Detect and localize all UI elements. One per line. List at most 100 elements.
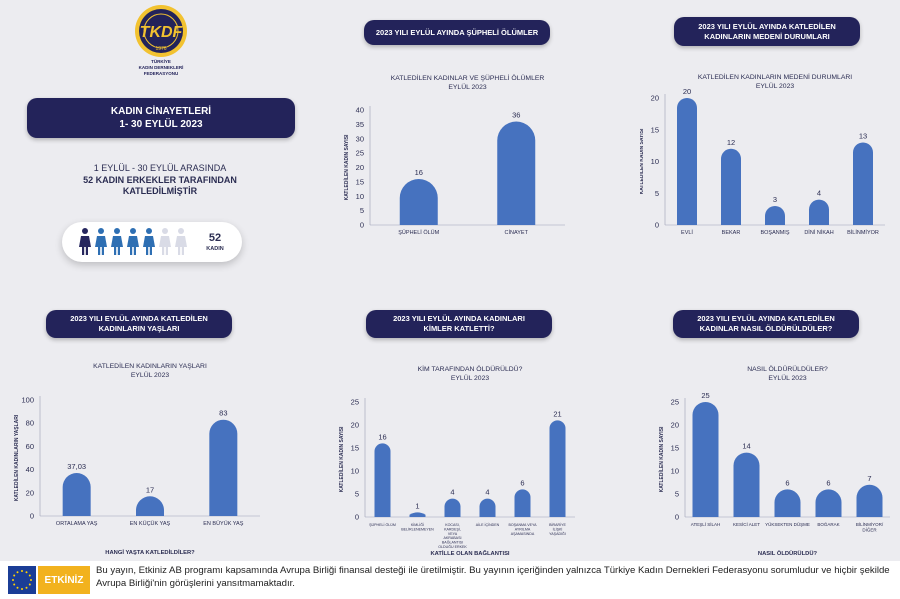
section-pill-nasil-line2: KADINLAR NASIL ÖLDÜRÜLDÜLER? (699, 324, 833, 333)
section-pill-yas: 2023 YILI EYLÜL AYINDA KATLEDİLEN KADINLA… (46, 310, 232, 338)
bar-value-label: 37,03 (67, 462, 86, 471)
bar-value-label: 6 (520, 478, 524, 487)
woman-filled-icon (95, 228, 107, 255)
bar (692, 402, 719, 517)
summary-text: 1 EYLÜL - 30 EYLÜL ARASINDA 52 KADIN ERK… (20, 163, 300, 198)
etkiniz-logo: ETKİNİZ (38, 566, 90, 594)
chart-title: NASIL ÖLDÜRÜLDÜLER? (747, 365, 828, 373)
y-tick-label: 20 (26, 488, 34, 497)
category-label: BİLİNMİYOR (847, 229, 879, 236)
bar (374, 443, 391, 517)
x-axis-label: HANGİ YAŞTA KATLEDİLDİLER? (105, 549, 195, 556)
y-tick-label: 10 (351, 467, 359, 476)
bar-value-label: 14 (742, 442, 750, 451)
bar (809, 199, 829, 225)
y-tick-label: 40 (26, 465, 34, 474)
category-label: EN BÜYÜK YAŞ (203, 520, 243, 527)
category-label: ŞÜPHELİ ÖLÜM (369, 522, 396, 527)
y-axis-label: KATLEDİLEN KADIN SAYISI (640, 128, 645, 194)
y-tick-label: 0 (355, 513, 359, 522)
section-pill-kimler-line1: 2023 YILI EYLÜL AYINDA KADINLARI (393, 314, 525, 324)
footer-disclaimer: Bu yayın, Etkiniz AB programı kapsamında… (96, 565, 890, 589)
section-pill-nasil: 2023 YILI EYLÜL AYINDA KATLEDİLEN KADINLA… (673, 310, 859, 338)
bar (479, 498, 496, 517)
y-tick-label: 0 (30, 512, 34, 521)
y-tick-label: 25 (351, 398, 359, 407)
y-tick-label: 15 (671, 444, 679, 453)
y-tick-label: 5 (655, 189, 659, 198)
y-tick-label: 25 (671, 398, 679, 407)
section-pill-medeni: 2023 YILI EYLÜL AYINDA KATLEDİLEN KADINLA… (674, 17, 860, 46)
y-axis-label: KATLEDİLEN KADIN SAYISI (658, 426, 665, 492)
y-tick-label: 10 (356, 192, 364, 201)
y-tick-label: 0 (675, 513, 679, 522)
category-label: AİLE İÇİNDEN (476, 522, 500, 527)
bar-value-label: 6 (785, 478, 789, 487)
chart-title: KATLEDİLEN KADINLARIN YAŞLARI (93, 362, 207, 370)
y-tick-label: 15 (356, 177, 364, 186)
y-tick-label: 20 (351, 421, 359, 430)
category-label: DİNİ NİKAH (804, 229, 833, 236)
woman-empty-icon (175, 228, 187, 255)
chart-subtitle: EYLÜL 2023 (451, 374, 490, 382)
bar (497, 121, 536, 225)
y-tick-label: 15 (351, 444, 359, 453)
woman-filled-icon (143, 228, 155, 255)
bar (136, 496, 164, 516)
chart-title: KATLEDİLEN KADINLAR VE ŞÜPHELİ ÖLÜMLER (391, 73, 545, 82)
y-tick-label: 10 (651, 157, 659, 166)
woman-empty-icon (159, 228, 171, 255)
section-pill-yas-line1: 2023 YILI EYLÜL AYINDA KATLEDİLEN (70, 314, 208, 324)
bar (399, 179, 438, 225)
category-label: ATEŞLİ SİLAH (691, 521, 720, 527)
bar-value-label: 17 (146, 485, 154, 494)
logo-org-line2: KADIN DERNEKLERİ (138, 64, 184, 70)
footer: ETKİNİZ Bu yayın, Etkiniz AB programı ka… (0, 561, 900, 599)
category-label: KİMLİĞİ BELİRLENEMEYEN (401, 522, 434, 531)
bar-value-label: 1 (415, 501, 419, 510)
logo-org-line1: TÜRKİYE (151, 59, 171, 64)
y-tick-label: 100 (21, 396, 34, 405)
y-axis-label: KATLEDİLEN KADINLARIN YAŞLARI (13, 414, 20, 501)
bar (765, 205, 785, 225)
bar (409, 512, 426, 517)
chart-subtitle: EYLÜL 2023 (448, 83, 487, 91)
bar (774, 489, 801, 517)
woman-filled-icon (111, 228, 123, 255)
section-pill-yas-line2: KADINLARIN YAŞLARI (98, 324, 180, 333)
section-pill-supheli-line1: 2023 YILI EYLÜL AYINDA ŞÜPHELİ ÖLÜMLER (375, 27, 539, 37)
category-label: EVLİ (681, 229, 693, 236)
y-tick-label: 20 (356, 163, 364, 172)
category-label: KESİCİ ALET (733, 521, 760, 527)
category-label: YÜKSEKTEN DÜŞME (765, 521, 810, 527)
chart-title: KATLEDİLEN KADINLARIN MEDENİ DURUMLARI (698, 72, 852, 81)
bar-value-label: 12 (727, 138, 735, 147)
bar-value-label: 4 (450, 488, 454, 497)
chart-nasil: NASIL ÖLDÜRÜLDÜLER?EYLÜL 2023 0 5 10 15 20 25 K… (658, 365, 890, 557)
bar-value-label: 6 (826, 478, 830, 487)
category-label: ORTALAMA YAŞ (56, 521, 98, 527)
y-tick-label: 35 (356, 120, 364, 129)
bar-value-label: 7 (867, 474, 871, 483)
logo-emblem-icon: TKDF 1976 (135, 5, 187, 57)
bar-value-label: 20 (683, 87, 691, 96)
y-axis-label: KATLEDİLEN KADIN SAYISI (343, 134, 350, 200)
chart-medeni-durum: KATLEDİLEN KADINLARIN MEDENİ DURUMLARIEY… (640, 72, 885, 236)
eu-flag-icon (8, 566, 36, 594)
bar (444, 498, 461, 517)
bar (549, 420, 566, 517)
bar-value-label: 4 (817, 189, 821, 198)
bar (514, 489, 531, 517)
bar (856, 484, 883, 517)
category-label: CİNAYET (505, 229, 529, 236)
y-tick-label: 5 (675, 490, 679, 499)
y-axis-label: KATLEDİLEN KADIN SAYISI (338, 426, 345, 492)
category-label: BEKAR (722, 230, 741, 236)
chart-title: KİM TARAFINDAN ÖLDÜRÜLDÜ? (418, 364, 523, 373)
bar-value-label: 16 (415, 168, 423, 177)
bar-value-label: 25 (701, 391, 709, 400)
chart-supheli-olumler: KATLEDİLEN KADINLAR VE ŞÜPHELİ ÖLÜMLEREY… (343, 73, 565, 236)
section-pill-kimler: 2023 YILI EYLÜL AYINDA KADINLARI KİMLER K… (366, 310, 552, 338)
y-tick-label: 0 (655, 221, 659, 230)
